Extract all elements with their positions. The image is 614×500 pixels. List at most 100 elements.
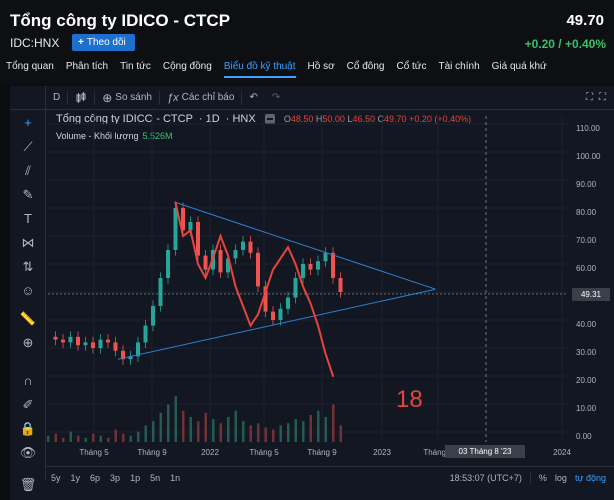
chart-bottom-bar: 5y 1y 6p 3p 1p 5n 1n 18:53:07 (UTC+7) % … [46,466,614,488]
lock-drawing-icon[interactable]: ✐ [22,397,34,412]
tab-analysis[interactable]: Phân tích [65,61,109,72]
volume-bar [272,429,275,442]
volume-bar [339,425,342,442]
candle-body [196,222,200,256]
clock-readout[interactable]: 18:53:07 (UTC+7) [449,472,522,483]
volume-bar [227,417,230,442]
volume-bar [234,410,237,442]
candle-body [128,356,133,360]
zoom-in-icon[interactable]: ⊕ [22,335,34,350]
volume-value: 5.526M [142,131,173,141]
volume-bar [182,410,185,442]
indicators-label: Các chỉ báo [181,92,235,103]
candle-body [76,336,80,346]
redo-button[interactable]: ↷ [265,86,287,110]
volume-bar [212,419,215,442]
tab-price-history[interactable]: Giá quá khứ [491,61,547,72]
candle-body [301,264,305,278]
low-label: L [347,114,353,124]
emoji-tool-icon[interactable]: ☺ [21,283,35,298]
volume-bar [62,437,65,442]
volume-bar [279,425,282,442]
volume-bar [294,419,297,442]
time-tick: Tháng 9 [307,448,337,457]
candle-body [278,308,283,320]
legend-exchange: HNX [232,113,256,125]
candle-body [308,264,313,270]
follow-button[interactable]: + Theo dõi [72,34,135,51]
eye-icon[interactable]: 👁 [19,445,37,460]
candle-body [248,241,253,253]
ticker: IDC:HNX [10,36,60,50]
range-1m[interactable]: 1p [130,472,141,483]
time-tick: 2022 [201,448,219,457]
candle-body [68,336,73,343]
tab-technical-chart[interactable]: Biểu đồ kỹ thuật [218,56,302,84]
volume-bar [264,427,267,442]
percent-toggle[interactable]: % [538,472,547,483]
tab-dividends[interactable]: Cổ tức [396,61,427,72]
redo-icon: ↷ [271,92,281,103]
magnet-icon[interactable]: ∩ [23,373,33,388]
volume-bar [204,412,207,442]
range-5d[interactable]: 5n [150,472,161,483]
undo-button[interactable]: ↶ [242,86,264,110]
lock-icon[interactable]: 🔒 [19,421,37,436]
legend-collapse-button[interactable] [264,114,275,125]
candle-body [286,297,290,309]
indicators-button[interactable]: ƒx Các chỉ báo [160,86,241,110]
close-label: C [377,114,385,124]
range-1d[interactable]: 1n [170,472,181,483]
candle-type-button[interactable] [68,86,94,110]
current-price: 49.70 [566,12,604,29]
compare-button[interactable]: ⊕ So sánh [95,86,159,110]
price-tick: 10.00 [576,404,597,413]
annotation-text[interactable]: 18 [396,386,423,413]
pitchfork-tool-icon[interactable]: ⫽ [25,163,31,178]
candle-body [263,286,268,312]
tab-community[interactable]: Cộng đồng [162,61,212,72]
price-chart-svg[interactable] [10,86,614,500]
text-tool-icon[interactable]: T [24,211,32,226]
tab-overview[interactable]: Tổng quan [6,61,54,72]
high-value: 50.00 [322,114,345,124]
volume-bar [114,429,117,442]
interval-button[interactable]: D [53,92,61,103]
trash-icon[interactable]: 🗑 [19,477,37,492]
volume-bar [47,435,50,442]
range-3m[interactable]: 3p [110,472,121,483]
tab-shareholders[interactable]: Cổ đông [346,61,385,72]
chart-top-toolbar: D ⊕ So sánh ƒx Các chỉ báo ↶ ↷ ⛶ ⛶ [10,85,614,110]
candle-body [98,339,103,348]
bottom-divider [529,471,531,484]
price-tick: 40.00 [576,320,597,329]
ruler-tool-icon[interactable]: 📏 [19,311,37,326]
brush-tool-icon[interactable]: ✎ [22,187,34,202]
candle-body [271,311,275,320]
candle-body [158,278,163,306]
price-tick: 30.00 [576,348,597,357]
red-drawing-path [174,201,334,377]
high-label: H [315,114,323,124]
tab-profile[interactable]: Hồ sơ [307,61,335,72]
range-1y[interactable]: 1y [70,472,81,483]
trendline-tool-icon[interactable]: ⟋ [23,139,33,154]
screenshot-icon[interactable]: ⛶ [599,92,606,103]
volume-bar [99,435,102,442]
candle-body [233,250,238,259]
compare-label: So sánh [115,92,152,103]
candle-body [181,208,185,231]
pattern-tool-icon[interactable]: ⋈ [21,235,35,250]
range-6m[interactable]: 6p [90,472,101,483]
range-5y[interactable]: 5y [51,472,61,483]
crosshair-icon[interactable]: + [24,115,32,130]
fullscreen-icon[interactable]: ⛶ [586,92,593,103]
forecast-tool-icon[interactable]: ⇅ [22,259,34,274]
tab-news[interactable]: Tin tức [120,61,151,72]
company-title: Tổng công ty IDICO - CTCP [10,11,231,30]
auto-toggle[interactable]: tự động [574,472,606,483]
log-toggle[interactable]: log [554,472,567,483]
volume-bar [219,423,222,442]
tab-financials[interactable]: Tài chính [438,61,480,72]
candle-body [218,250,223,273]
